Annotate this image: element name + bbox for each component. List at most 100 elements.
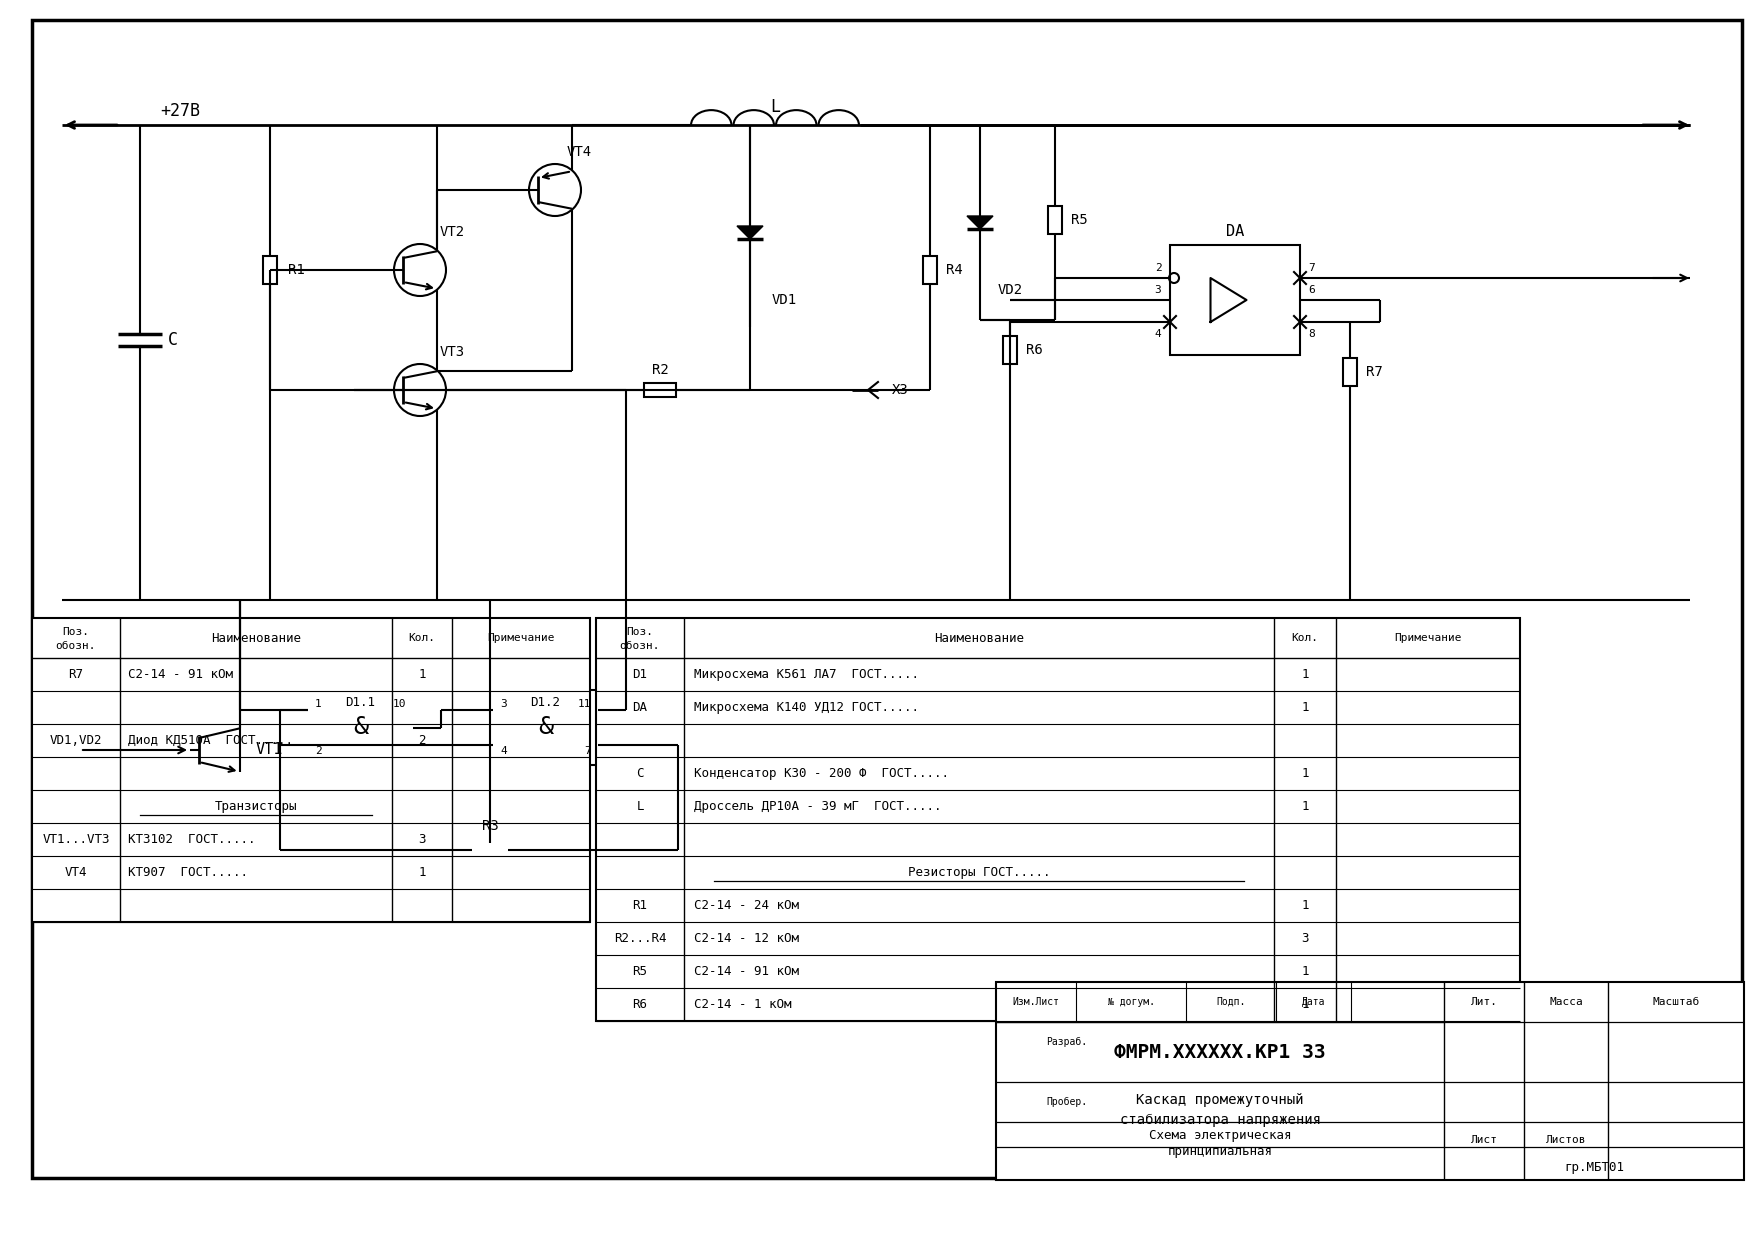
Text: № догум.: № догум. bbox=[1107, 997, 1154, 1007]
Text: Х3: Х3 bbox=[893, 383, 909, 397]
Text: обозн.: обозн. bbox=[56, 641, 96, 651]
Text: 2: 2 bbox=[316, 746, 321, 756]
Text: Дроссель ДР10А - 39 мГ  ГОСТ.....: Дроссель ДР10А - 39 мГ ГОСТ..... bbox=[695, 800, 942, 813]
Text: C: C bbox=[168, 331, 177, 348]
Text: Резисторы ГОСТ.....: Резисторы ГОСТ..... bbox=[909, 866, 1051, 879]
Text: Кол.: Кол. bbox=[409, 632, 435, 644]
Text: Микросхема К561 ЛА7  ГОСТ.....: Микросхема К561 ЛА7 ГОСТ..... bbox=[695, 668, 919, 681]
Text: 10: 10 bbox=[393, 699, 405, 709]
Polygon shape bbox=[737, 226, 763, 239]
Text: R1: R1 bbox=[633, 899, 647, 911]
Bar bbox=[472, 843, 509, 857]
Text: 7: 7 bbox=[1308, 263, 1316, 273]
Text: VT1: VT1 bbox=[256, 743, 284, 758]
Text: 11: 11 bbox=[577, 699, 591, 709]
Text: Изм.Лист: Изм.Лист bbox=[1012, 997, 1059, 1007]
Bar bbox=[263, 255, 277, 284]
Text: 1: 1 bbox=[1301, 998, 1308, 1011]
Text: 3: 3 bbox=[1154, 285, 1161, 295]
Text: 3: 3 bbox=[500, 699, 507, 709]
Text: Разраб.: Разраб. bbox=[1045, 1037, 1087, 1047]
Text: 1: 1 bbox=[417, 866, 426, 879]
Bar bbox=[923, 255, 937, 284]
Text: Лист: Лист bbox=[1470, 1135, 1498, 1145]
Text: 1: 1 bbox=[1301, 899, 1308, 911]
Text: С2-14 - 24 кОм: С2-14 - 24 кОм bbox=[695, 899, 800, 911]
Text: КТ907  ГОСТ.....: КТ907 ГОСТ..... bbox=[128, 866, 247, 879]
Text: Диод КД510А  ГОСТ.....: Диод КД510А ГОСТ..... bbox=[128, 734, 293, 746]
Text: Дата: Дата bbox=[1301, 997, 1326, 1007]
Text: D1: D1 bbox=[633, 668, 647, 681]
Bar bbox=[493, 689, 598, 765]
Text: C: C bbox=[637, 768, 644, 780]
Text: L: L bbox=[637, 800, 644, 813]
Text: R7: R7 bbox=[1366, 365, 1382, 379]
Text: D1.2: D1.2 bbox=[530, 697, 561, 709]
Text: Масса: Масса bbox=[1549, 997, 1582, 1007]
Text: VT3: VT3 bbox=[440, 345, 465, 360]
Text: R3: R3 bbox=[482, 818, 498, 833]
Text: VD1,VD2: VD1,VD2 bbox=[49, 734, 102, 746]
Text: R2...R4: R2...R4 bbox=[614, 932, 667, 945]
Text: Подп.: Подп. bbox=[1216, 997, 1245, 1007]
Text: КТ3102  ГОСТ.....: КТ3102 ГОСТ..... bbox=[128, 833, 256, 846]
Text: R6: R6 bbox=[1026, 343, 1042, 357]
Text: Примечание: Примечание bbox=[1394, 632, 1461, 644]
Bar bbox=[1047, 206, 1061, 234]
Text: 1: 1 bbox=[316, 699, 321, 709]
Text: 2: 2 bbox=[417, 734, 426, 746]
Text: С2-14 - 91 кОм: С2-14 - 91 кОм bbox=[695, 965, 800, 978]
Text: Поз.: Поз. bbox=[626, 627, 654, 637]
Text: Схема электрическая: Схема электрическая bbox=[1149, 1130, 1291, 1142]
Text: С2-14 - 91 кОм: С2-14 - 91 кОм bbox=[128, 668, 233, 681]
Text: R1: R1 bbox=[288, 263, 305, 277]
Text: VD1: VD1 bbox=[772, 293, 796, 308]
Bar bbox=[1003, 336, 1017, 365]
Text: гр.МБТ01: гр.МБТ01 bbox=[1565, 1161, 1624, 1173]
Bar bbox=[1170, 246, 1300, 355]
Text: Поз.: Поз. bbox=[63, 627, 89, 637]
Text: VT4: VT4 bbox=[567, 145, 593, 159]
Text: принципиальная: принципиальная bbox=[1168, 1146, 1272, 1158]
Bar bbox=[596, 618, 1521, 1021]
Text: &: & bbox=[353, 715, 368, 739]
Bar bbox=[996, 982, 1743, 1180]
Text: Наименование: Наименование bbox=[933, 631, 1024, 645]
Text: 4: 4 bbox=[500, 746, 507, 756]
Text: Конденсатор К30 - 200 Ф  ГОСТ.....: Конденсатор К30 - 200 Ф ГОСТ..... bbox=[695, 768, 949, 780]
Text: R5: R5 bbox=[633, 965, 647, 978]
Text: Пробер.: Пробер. bbox=[1045, 1097, 1087, 1107]
Text: 3: 3 bbox=[417, 833, 426, 846]
Text: Примечание: Примечание bbox=[488, 632, 554, 644]
Text: Транзисторы: Транзисторы bbox=[214, 800, 296, 813]
Text: DA: DA bbox=[633, 701, 647, 714]
Text: +27В: +27В bbox=[160, 102, 200, 120]
Text: D1.1: D1.1 bbox=[346, 697, 375, 709]
Text: Наименование: Наименование bbox=[210, 631, 302, 645]
Bar bbox=[309, 689, 412, 765]
Text: R6: R6 bbox=[633, 998, 647, 1011]
Text: 8: 8 bbox=[1308, 329, 1316, 339]
Text: 1: 1 bbox=[1301, 965, 1308, 978]
Text: R5: R5 bbox=[1072, 213, 1087, 227]
Text: 4: 4 bbox=[1154, 329, 1161, 339]
Text: VT1...VT3: VT1...VT3 bbox=[42, 833, 111, 846]
Text: обозн.: обозн. bbox=[619, 641, 660, 651]
Text: С2-14 - 1 кОм: С2-14 - 1 кОм bbox=[695, 998, 791, 1011]
Text: 7: 7 bbox=[584, 746, 591, 756]
Text: 1: 1 bbox=[1301, 800, 1308, 813]
Text: 1: 1 bbox=[1301, 701, 1308, 714]
Text: DA: DA bbox=[1226, 223, 1244, 238]
Text: 3: 3 bbox=[1301, 932, 1308, 945]
Text: Масштаб: Масштаб bbox=[1652, 997, 1700, 1007]
Text: Каскад промежуточный: Каскад промежуточный bbox=[1137, 1092, 1303, 1107]
Text: L: L bbox=[770, 98, 781, 117]
Text: Лит.: Лит. bbox=[1470, 997, 1498, 1007]
Text: R4: R4 bbox=[945, 263, 963, 277]
Text: VD2: VD2 bbox=[998, 283, 1023, 298]
Text: ФМРМ.ХХХХХХ.КР1 ЗЗ: ФМРМ.ХХХХХХ.КР1 ЗЗ bbox=[1114, 1043, 1326, 1061]
Bar bbox=[32, 618, 589, 923]
Text: VT4: VT4 bbox=[65, 866, 88, 879]
Text: 6: 6 bbox=[1308, 285, 1316, 295]
Text: R2: R2 bbox=[652, 363, 668, 377]
